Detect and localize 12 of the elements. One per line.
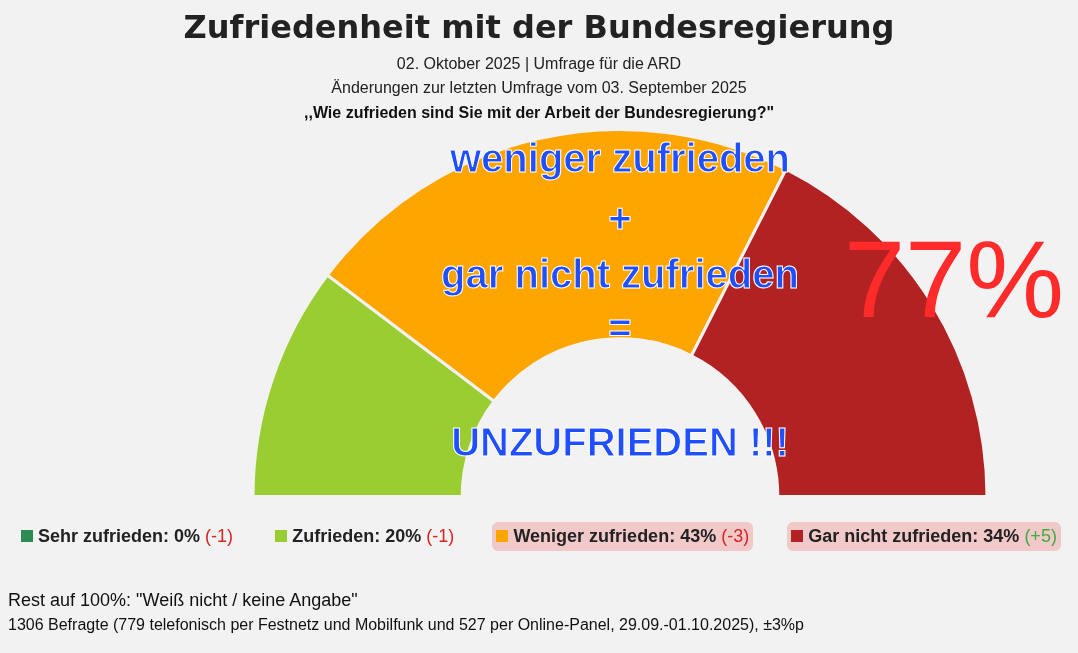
text: ,,Wie zufrieden sind Sie mit der Arbeit der Bundesregierung?"	[303, 104, 775, 122]
text: : 0% (-1)	[163, 526, 234, 546]
text: 1306 Befragte (779 telefonisch per Festnetz und Mobilfunk und 527 per Online-Panel, 29.09.-01.10.2025), ±3%p	[8, 616, 805, 634]
text: +	[608, 196, 632, 240]
chart-subtitle: 02. Oktober 2025 | Umfrage für die ARD Änderungen zur letzten Umfrage vom 03. September 2025	[330, 54, 748, 98]
legend-label: Sehr zufrieden	[38, 526, 164, 546]
text: =	[608, 306, 632, 350]
legend-label: Zufrieden	[292, 526, 375, 546]
legend-label: Gar nicht zufrieden	[808, 526, 973, 546]
text: Rest auf 100%: "Weiß nicht / keine Angabe"	[8, 590, 359, 611]
legend-label: Weniger zufrieden	[513, 526, 670, 546]
chart-title: Zufriedenheit mit der Bundesregierung	[182, 8, 896, 46]
